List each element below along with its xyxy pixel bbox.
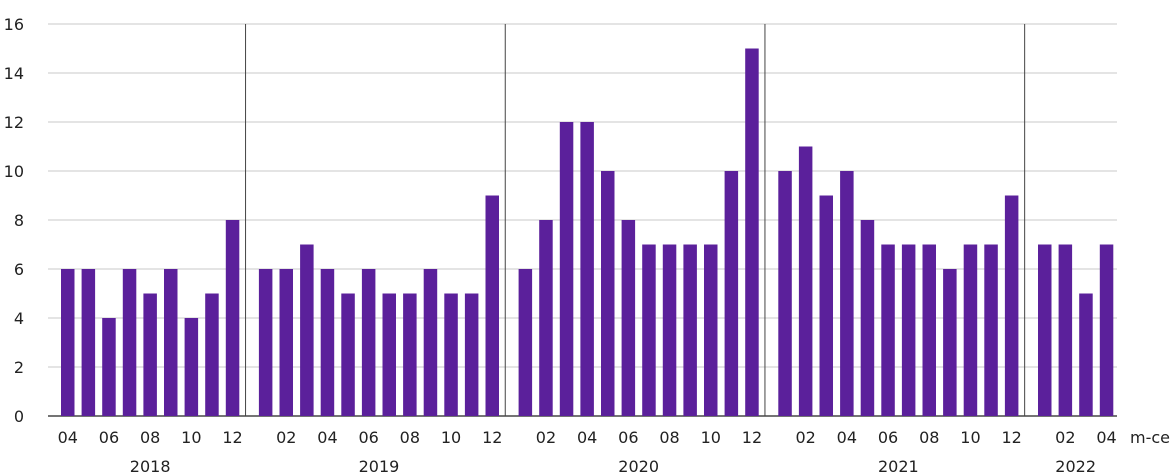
- bar-2019-04: [320, 269, 335, 416]
- y-tick-label: 2: [14, 358, 24, 377]
- x-tick-label: 02: [1055, 428, 1075, 447]
- year-label-2019: 2019: [359, 457, 400, 476]
- bar-2020-01: [518, 269, 533, 416]
- year-label-2018: 2018: [130, 457, 171, 476]
- bar-2021-11: [984, 244, 998, 416]
- y-axis-ticks: 0 2 4 6 8 10 12 14 16: [4, 15, 24, 426]
- bar-2021-07: [901, 244, 916, 416]
- x-tick-label: 02: [536, 428, 556, 447]
- bar-2021-10: [963, 244, 978, 416]
- bar-2019-11: [464, 293, 479, 416]
- x-unit-label: m-ce: [1130, 428, 1170, 447]
- y-tick-label: 4: [14, 309, 24, 328]
- bar-2020-07: [642, 244, 656, 416]
- bar-2020-05: [601, 171, 615, 416]
- bar-2019-09: [423, 269, 438, 416]
- bar-2022-01: [1038, 244, 1052, 416]
- bar-2019-07: [382, 293, 396, 416]
- y-tick-label: 8: [14, 211, 24, 230]
- bar-2021-06: [881, 244, 895, 416]
- x-tick-label: 12: [482, 428, 502, 447]
- bar-2019-02: [279, 269, 293, 416]
- bar-2020-04: [580, 122, 594, 416]
- x-tick-label: 04: [577, 428, 597, 447]
- x-tick-label: 08: [919, 428, 939, 447]
- bar-2018-09: [164, 269, 178, 416]
- bar-2018-11: [205, 293, 219, 416]
- x-tick-label: 04: [837, 428, 857, 447]
- y-tick-label: 12: [4, 113, 24, 132]
- bar-2021-04: [840, 171, 854, 416]
- x-tick-label: 08: [140, 428, 160, 447]
- x-tick-label: 08: [659, 428, 679, 447]
- bar-2021-01: [778, 171, 792, 416]
- year-label-2022: 2022: [1055, 457, 1096, 476]
- x-tick-label: 02: [795, 428, 815, 447]
- y-tick-label: 6: [14, 260, 24, 279]
- x-tick-label: 10: [960, 428, 980, 447]
- bar-2018-12: [225, 220, 240, 416]
- year-label-2020: 2020: [618, 457, 659, 476]
- x-tick-label: 10: [181, 428, 201, 447]
- y-tick-label: 14: [4, 64, 24, 83]
- x-tick-label: 12: [222, 428, 242, 447]
- bar-2018-07: [122, 269, 137, 416]
- x-tick-label: 06: [618, 428, 638, 447]
- x-tick-label: 06: [99, 428, 119, 447]
- bar-2018-06: [102, 318, 116, 416]
- x-tick-label: 04: [1096, 428, 1116, 447]
- bar-2020-09: [683, 244, 697, 416]
- bar-2019-08: [403, 293, 417, 416]
- bar-2021-09: [943, 269, 957, 416]
- y-tick-label: 0: [14, 407, 24, 426]
- bar-2021-08: [922, 244, 936, 416]
- bars: [61, 48, 1114, 416]
- bar-2019-03: [300, 244, 314, 416]
- year-label-2021: 2021: [878, 457, 919, 476]
- y-tick-label: 16: [4, 15, 24, 34]
- bar-2019-05: [341, 293, 355, 416]
- bar-2018-10: [184, 318, 199, 416]
- x-tick-label: 12: [1001, 428, 1021, 447]
- bar-2019-10: [444, 293, 458, 416]
- x-tick-label: 04: [58, 428, 78, 447]
- bar-2020-11: [724, 171, 739, 416]
- bar-2019-01: [258, 269, 273, 416]
- bar-2022-03: [1079, 293, 1093, 416]
- bar-2021-02: [798, 146, 813, 416]
- bar-2022-02: [1058, 244, 1073, 416]
- bar-2021-05: [860, 220, 875, 416]
- bar-2020-03: [559, 122, 574, 416]
- bar-2018-08: [143, 293, 157, 416]
- x-tick-label: 06: [358, 428, 378, 447]
- bar-2021-12: [1004, 195, 1019, 416]
- x-axis-ticks: 04 06 08 10 12 2018 02 04 06 08 10 12 2019 02 04 06 08 10…: [58, 428, 1117, 476]
- x-tick-label: 12: [742, 428, 762, 447]
- x-tick-label: 10: [441, 428, 461, 447]
- bar-2020-06: [621, 220, 636, 416]
- bar-2021-03: [819, 195, 833, 416]
- x-tick-label: 02: [276, 428, 296, 447]
- bar-2020-08: [662, 244, 677, 416]
- bar-2020-12: [745, 48, 759, 416]
- bar-2019-06: [361, 269, 376, 416]
- x-tick-label: 10: [701, 428, 721, 447]
- y-tick-label: 10: [4, 162, 24, 181]
- bar-2020-02: [539, 220, 553, 416]
- bar-2018-05: [81, 269, 96, 416]
- x-tick-label: 06: [878, 428, 898, 447]
- x-tick-label: 04: [317, 428, 337, 447]
- x-tick-label: 08: [400, 428, 420, 447]
- bar-2018-04: [61, 269, 75, 416]
- bar-2019-12: [485, 195, 499, 416]
- bar-2020-10: [704, 244, 718, 416]
- bar-2022-04: [1099, 244, 1114, 416]
